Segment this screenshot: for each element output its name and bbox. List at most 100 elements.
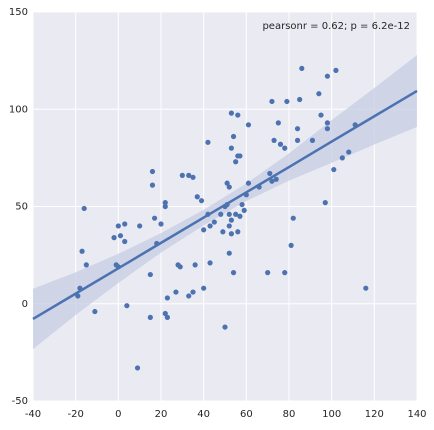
point [222,324,228,330]
point [297,96,303,103]
point [211,219,217,225]
point [220,229,226,235]
x-tick-label: 60 [240,409,253,420]
point [186,172,192,178]
point [299,65,305,72]
point [149,182,156,188]
point [324,126,330,132]
confidence-band [33,54,417,350]
point [83,262,89,268]
point [269,178,275,184]
y-tick-label: 50 [15,202,28,213]
point [309,137,316,143]
x-tick-label: 80 [283,409,296,420]
point [322,200,328,206]
point [164,314,170,320]
point [282,145,288,151]
x-tick-label: -20 [67,409,83,420]
point [331,166,337,173]
point [122,238,128,245]
point [333,67,339,73]
point [194,194,200,200]
y-tick-label: -50 [12,396,28,407]
point [137,223,143,229]
point [294,137,301,143]
point [233,211,239,217]
point [79,248,85,254]
point [228,145,234,151]
point [316,91,322,97]
point [149,168,156,175]
y-tick-label: 150 [9,7,28,18]
x-tick-label: 140 [407,409,426,420]
point [273,176,279,182]
point [288,242,294,248]
point [228,217,234,223]
point [147,271,153,278]
point [186,293,192,299]
x-tick-label: -40 [25,409,41,420]
point [147,314,153,320]
point [198,198,205,204]
point [363,285,369,291]
point [177,264,183,270]
point [122,221,128,227]
point [237,213,243,219]
point [245,122,252,128]
point [233,159,239,165]
point [75,293,81,299]
y-tick-label: 100 [9,104,28,115]
point [230,270,237,276]
point [269,98,275,105]
x-tick-label: 100 [322,409,341,420]
point [190,289,196,295]
point [92,308,98,315]
point [237,153,243,159]
point [162,310,168,317]
point [179,172,185,178]
point [192,262,198,268]
point [134,365,141,371]
x-tick-label: 20 [155,409,168,420]
annotation: pearsonr = 0.62; p = 6.2e-12 [262,21,410,32]
point [230,133,237,140]
point [201,227,207,233]
point [339,155,345,161]
y-tick-label: 0 [22,299,28,310]
point [158,221,164,227]
point [228,231,234,237]
point [115,223,121,229]
point [162,203,168,210]
point [81,205,87,212]
point [164,295,170,301]
point [282,270,288,276]
point [275,120,281,126]
point [201,285,207,291]
point [207,223,213,229]
point [226,211,232,217]
point [205,139,211,145]
point [277,141,284,147]
regression-line [32,89,418,320]
point [226,250,232,256]
x-tick-label: 0 [115,409,121,420]
point [318,112,324,118]
point [235,112,241,118]
point [218,211,224,217]
point [245,180,252,186]
point [290,215,296,221]
point [284,98,290,105]
point [294,126,301,132]
point [271,137,277,143]
point [324,120,330,126]
x-tick-label: 120 [365,409,384,420]
point [346,149,352,155]
point [235,229,241,235]
point [124,303,130,309]
point [117,233,124,239]
point [226,223,232,229]
point [207,260,213,266]
point [267,170,273,177]
point [241,207,247,213]
